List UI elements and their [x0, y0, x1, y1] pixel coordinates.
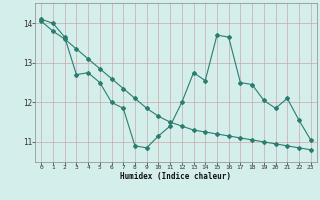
X-axis label: Humidex (Indice chaleur): Humidex (Indice chaleur)	[120, 172, 231, 181]
